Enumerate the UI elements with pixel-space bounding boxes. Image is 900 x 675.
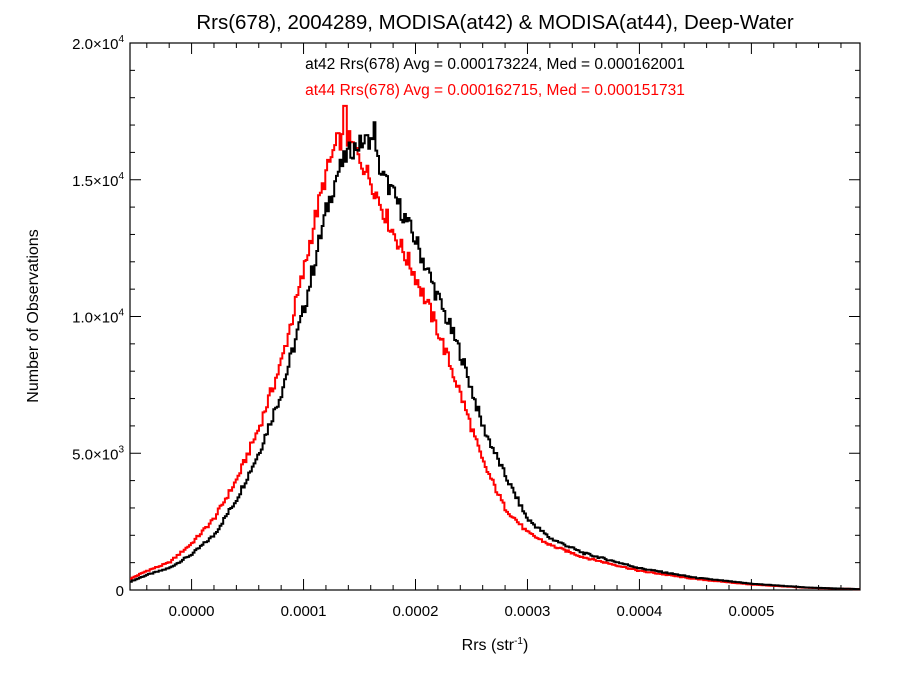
axis-ticks: 0.0000 0.0001 0.0002 0.0003 0.0004 0.0005 0 5.0… (72, 34, 860, 620)
plot-frame (129, 42, 861, 591)
x-tick-label: 0.0004 (616, 603, 662, 620)
series-at42-histogram (130, 121, 861, 591)
x-tick-label: 0.0000 (169, 603, 215, 620)
x-tick-label: 0.0001 (281, 603, 327, 620)
x-axis-label: Rrs (str-1) (462, 636, 529, 654)
series-at44-histogram (130, 104, 861, 591)
annotations: at42 Rrs(678) Avg = 0.000173224, Med = 0… (305, 56, 685, 99)
y-tick-label: 2.0×104 (72, 34, 124, 53)
y-tick-label: 1.5×104 (72, 171, 124, 190)
y-tick-label: 0 (116, 583, 124, 600)
annotation-at42: at42 Rrs(678) Avg = 0.000173224, Med = 0… (305, 56, 685, 73)
y-tick-label: 5.0×103 (72, 444, 124, 463)
y-axis-label: Number of Observations (25, 229, 42, 402)
y-tick-label: 1.0×104 (72, 308, 124, 327)
x-tick-label: 0.0005 (728, 603, 774, 620)
series-layer (130, 104, 861, 591)
x-tick-label: 0.0002 (393, 603, 439, 620)
annotation-at44: at44 Rrs(678) Avg = 0.000162715, Med = 0… (305, 82, 685, 99)
x-tick-label: 0.0003 (505, 603, 551, 620)
chart-title: Rrs(678), 2004289, MODISA(at42) & MODISA… (196, 11, 794, 34)
